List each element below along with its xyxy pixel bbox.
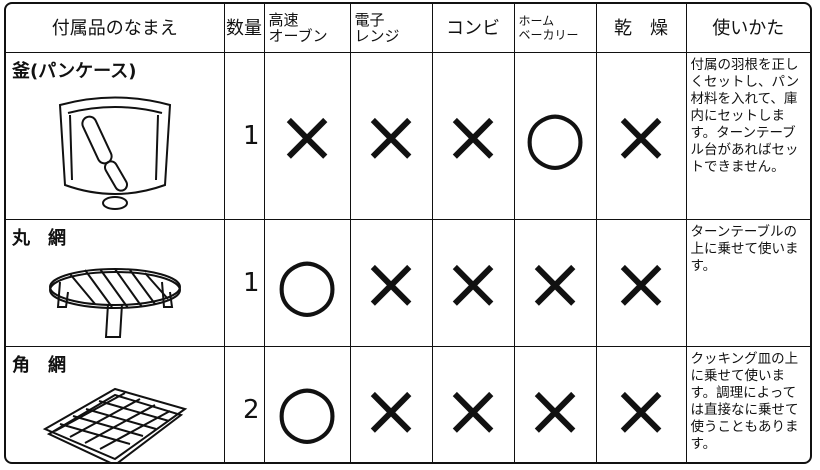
usability-mark: ○ <box>263 219 351 347</box>
header-text: 使いかた <box>712 17 785 39</box>
usability-mark: × <box>349 219 433 347</box>
name-cell: 丸 網 <box>6 219 225 347</box>
header-text: ベーカリー <box>518 28 579 42</box>
name-cell: 釜(パンケース) <box>6 52 225 220</box>
usability-mark: × <box>349 346 433 462</box>
usability-mark: ○ <box>263 346 351 462</box>
header-text: レンジ <box>354 27 400 45</box>
quantity: 1 <box>223 52 265 220</box>
accessory-illustration <box>12 379 218 462</box>
quantity: 2 <box>223 346 265 462</box>
accessory-row: 角 網 2 ○ × × × × クッキング皿の上に乗せて使います。調理によっては直接なに乗せて… <box>6 346 810 462</box>
column-header: 高速 オーブン <box>263 4 351 53</box>
usability-mark: × <box>595 52 687 220</box>
accessory-table: 付属品のなまえ 数量 高速 オーブン 電子 レンジ コンビ ホーム ベーカリー乾 燥使いかた 釜… <box>6 4 810 462</box>
accessory-name: 釜(パンケース) <box>12 61 137 82</box>
usability-mark: × <box>263 52 351 220</box>
accessory-name: 角 網 <box>12 355 66 376</box>
header-text: 電子 <box>354 11 385 29</box>
accessory-name: 丸 網 <box>12 228 66 249</box>
header-text: オーブン <box>268 27 328 45</box>
usage-text: ターンテーブルの上に乗せて使います。 <box>685 219 810 347</box>
header-text: コンビ <box>446 17 500 39</box>
column-header: ホーム ベーカリー <box>513 4 597 53</box>
usability-mark: × <box>431 346 515 462</box>
accessory-illustration <box>12 85 218 215</box>
accessory-illustration <box>12 252 218 342</box>
column-header: 付属品のなまえ <box>6 4 225 53</box>
column-header: 乾 燥 <box>595 4 687 53</box>
usability-mark: × <box>513 346 597 462</box>
column-header: コンビ <box>431 4 515 53</box>
usability-mark: × <box>349 52 433 220</box>
name-cell: 角 網 <box>6 346 225 462</box>
header-text: 乾 燥 <box>614 17 668 39</box>
usability-mark: × <box>431 52 515 220</box>
usability-mark: × <box>431 219 515 347</box>
usage-text: クッキング皿の上に乗せて使います。調理によっては直接なに乗せて使うこともあります… <box>685 346 810 462</box>
column-header: 電子 レンジ <box>349 4 433 53</box>
usability-mark: × <box>513 219 597 347</box>
accessory-row: 釜(パンケース) 1 × × × ○ × 付属の羽根を正しくセットし、パン材料を入れて、庫内に… <box>6 52 810 220</box>
header-text: ホーム <box>518 14 555 28</box>
header-text: 高速 <box>268 11 299 29</box>
accessory-table-frame: 付属品のなまえ 数量 高速 オーブン 電子 レンジ コンビ ホーム ベーカリー乾 燥使いかた 釜… <box>4 2 812 464</box>
usability-mark: × <box>595 346 687 462</box>
accessory-row: 丸 網 1 ○ × × × × ターンテーブルの上に乗せて使います。 <box>6 219 810 347</box>
column-header: 数量 <box>223 4 265 53</box>
header-text: 数量 <box>226 17 262 39</box>
usability-mark: × <box>595 219 687 347</box>
usability-mark: ○ <box>513 52 597 220</box>
usage-text: 付属の羽根を正しくセットし、パン材料を入れて、庫内にセットします。ターンテーブル… <box>685 52 810 220</box>
column-header: 使いかた <box>685 4 810 53</box>
quantity: 1 <box>223 219 265 347</box>
header-row: 付属品のなまえ 数量 高速 オーブン 電子 レンジ コンビ ホーム ベーカリー乾 燥使いかた <box>6 4 810 53</box>
header-text: 付属品のなまえ <box>51 17 178 39</box>
